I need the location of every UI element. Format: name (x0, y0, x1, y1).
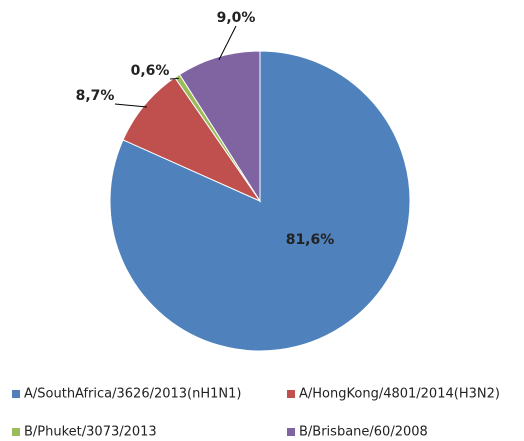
leader-line (218, 25, 237, 61)
legend-label: B/Brisbane/60/2008 (299, 425, 428, 440)
legend-swatch (12, 390, 20, 398)
legend-label: A/HongKong/4801/2014(H3N2) (299, 387, 500, 402)
value-label: 8,7% (76, 88, 115, 104)
legend-swatch (287, 390, 295, 398)
pie-slice (178, 50, 261, 203)
value-label: 9,0% (217, 10, 256, 26)
legend-swatch (287, 428, 295, 436)
value-label: 81,6% (286, 232, 335, 248)
leader-line (114, 103, 147, 108)
legend-label: A/SouthAfrica/3626/2013(nH1N1) (24, 387, 241, 402)
leader-line (169, 77, 179, 80)
legend-swatch (12, 428, 20, 436)
value-label: 0,6% (131, 63, 170, 79)
pie-slice (109, 50, 411, 352)
legend-label: B/Phuket/3073/2013 (24, 425, 157, 440)
